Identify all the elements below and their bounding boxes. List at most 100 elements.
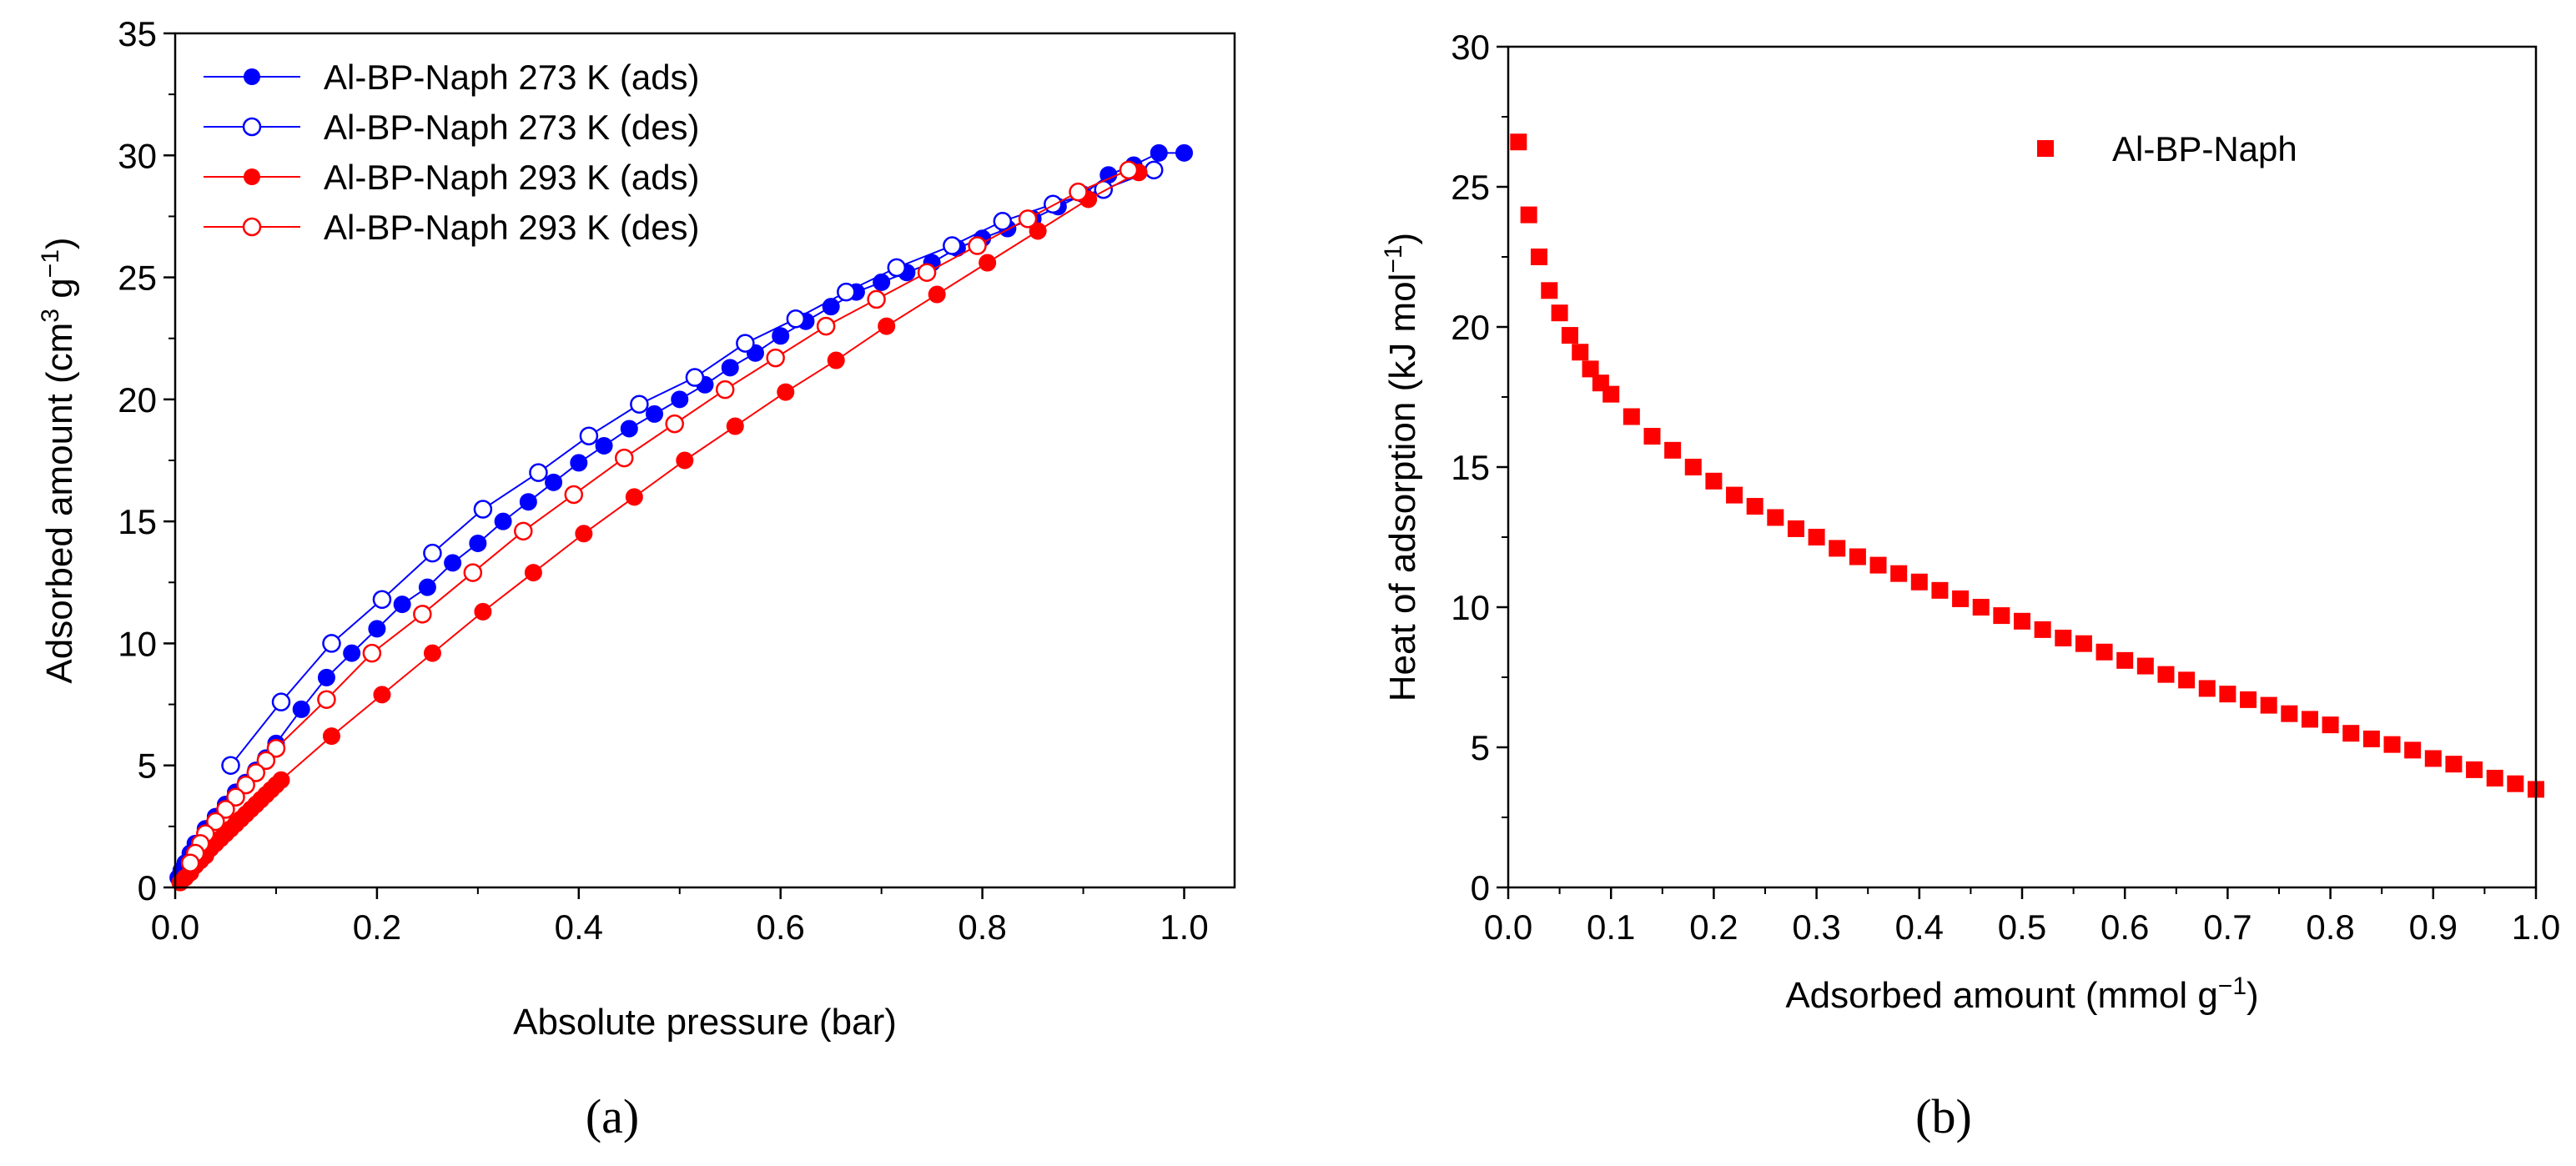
chart-a-point bbox=[463, 563, 483, 582]
chart-b-point bbox=[1643, 428, 1661, 445]
chart-a-xtick-label: 0.0 bbox=[151, 907, 199, 947]
chart-a-legend-item: Al-BP-Naph 293 K (des) bbox=[204, 208, 700, 247]
chart-a-point bbox=[343, 644, 361, 662]
chart-a-point bbox=[665, 414, 684, 434]
chart-b-point bbox=[1582, 360, 1599, 378]
chart-a-series-1 bbox=[221, 160, 1164, 775]
chart-a-point bbox=[322, 727, 340, 746]
chart-a-ticks: 0.0 0.2 0.4 0.6 0.8 1.0 0 5 10 15 20 25 30 35 bbox=[118, 14, 1208, 947]
chart-a-point bbox=[221, 756, 240, 775]
chart-a-point bbox=[1069, 182, 1088, 202]
chart-b-xtick-label: 0.0 bbox=[1484, 907, 1532, 947]
chart-a-point bbox=[226, 787, 245, 807]
chart-b-xtick-label: 1.0 bbox=[2512, 907, 2560, 947]
chart-a-ytick-label: 15 bbox=[118, 502, 157, 541]
chart-b-point bbox=[1684, 459, 1702, 475]
chart-a-point bbox=[494, 512, 512, 530]
chart-b-point bbox=[1705, 472, 1723, 490]
chart-a-point bbox=[721, 359, 739, 377]
chart-b-point bbox=[2198, 680, 2216, 697]
chart-a-legend-item: Al-BP-Naph 293 K (ads) bbox=[204, 158, 700, 197]
chart-b-point bbox=[1726, 486, 1743, 504]
chart-a-point bbox=[979, 254, 997, 272]
chart-a-series-line bbox=[189, 168, 1130, 864]
chart-b-point bbox=[2034, 621, 2051, 638]
chart-a-point bbox=[473, 500, 493, 519]
chart-a-point bbox=[837, 282, 856, 302]
chart-a-point bbox=[772, 327, 790, 345]
chart-a-xtick-label: 1.0 bbox=[1160, 907, 1208, 947]
chart-a-point bbox=[545, 473, 563, 491]
chart-a-point bbox=[272, 771, 290, 789]
chart-a-point bbox=[292, 700, 310, 718]
chart-a-point bbox=[373, 686, 391, 704]
chart-b-point bbox=[1910, 573, 1928, 591]
chart-b-legend-marker bbox=[2037, 140, 2054, 157]
chart-b-xtick-label: 0.3 bbox=[1792, 907, 1840, 947]
chart-b-point bbox=[2322, 716, 2339, 734]
chart-a-data bbox=[169, 143, 1194, 892]
chart-b-point bbox=[2486, 769, 2503, 787]
chart-a-legend-marker bbox=[242, 217, 262, 237]
chart-b-legend: Al-BP-Naph bbox=[2037, 129, 2297, 168]
chart-a-point bbox=[777, 383, 795, 401]
chart-b-point bbox=[2116, 651, 2134, 669]
chart-a-series-line bbox=[177, 152, 1185, 878]
chart-a-point bbox=[362, 643, 382, 663]
chart-a-series-line bbox=[229, 168, 1155, 766]
chart-a-point bbox=[766, 348, 785, 368]
chart-a-ytick-label: 0 bbox=[138, 868, 157, 907]
chart-b-point bbox=[2178, 671, 2196, 689]
chart-b-xtick-label: 0.7 bbox=[2203, 907, 2251, 947]
chart-b-xtick-label: 0.1 bbox=[1587, 907, 1635, 947]
chart-b-point bbox=[1849, 548, 1866, 565]
chart-a-point bbox=[1029, 222, 1047, 240]
chart-a-point bbox=[444, 554, 462, 572]
chart-b-point bbox=[1510, 133, 1527, 151]
chart-b-point bbox=[2055, 629, 2072, 646]
chart-b-legend-label: Al-BP-Naph bbox=[2112, 129, 2297, 168]
chart-a-point bbox=[676, 451, 694, 470]
chart-a-point bbox=[685, 368, 705, 387]
chart-a-ylabel: Adsorbed amount (cm3 g−1) bbox=[37, 237, 80, 683]
chart-a-legend-item: Al-BP-Naph 273 K (ads) bbox=[204, 58, 700, 97]
chart-b-point bbox=[2445, 756, 2463, 773]
chart-a-xtick-label: 0.8 bbox=[958, 907, 1006, 947]
chart-b-xtick-label: 0.2 bbox=[1689, 907, 1738, 947]
chart-a-point bbox=[1119, 160, 1139, 180]
chart-b-point bbox=[2466, 761, 2483, 778]
chart-b-point bbox=[1787, 520, 1804, 537]
chart-a-point bbox=[271, 692, 291, 711]
chart-b-point bbox=[1829, 540, 1846, 557]
chart-a-xtick-label: 0.2 bbox=[353, 907, 401, 947]
chart-b-ticks: 0.0 0.1 0.2 0.3 0.4 0.5 0.6 0.7 0.8 0.9 1.0 0 5 10 15 2… bbox=[1451, 28, 2560, 947]
chart-b-ytick-label: 30 bbox=[1451, 28, 1490, 67]
chart-b-legend-item: Al-BP-Naph bbox=[2037, 129, 2297, 168]
chart-b-point bbox=[2404, 741, 2422, 759]
chart-a-series-2 bbox=[171, 163, 1148, 892]
chart-a-point bbox=[867, 289, 886, 309]
chart-b-data bbox=[1510, 133, 2544, 798]
chart-b-point bbox=[1746, 498, 1763, 515]
chart-a: 0.0 0.2 0.4 0.6 0.8 1.0 0 5 10 15 20 25 30 35 Al-BP-N… bbox=[37, 14, 1236, 1143]
chart-b-point bbox=[2096, 643, 2113, 661]
chart-a-point bbox=[1144, 160, 1164, 180]
chart-b-point bbox=[2075, 635, 2092, 652]
chart-b-ytick-label: 0 bbox=[1471, 868, 1490, 907]
chart-a-xlabel: Absolute pressure (bar) bbox=[513, 1002, 897, 1043]
chart-a-point bbox=[827, 351, 845, 369]
chart-b-point bbox=[1664, 441, 1682, 459]
chart-a-point bbox=[474, 602, 492, 621]
chart-a-legend-marker bbox=[242, 117, 262, 137]
panel-label-a: (a) bbox=[586, 1089, 639, 1143]
chart-a-point bbox=[993, 212, 1013, 231]
chart-a-point bbox=[1018, 209, 1038, 229]
chart-a-point bbox=[529, 463, 548, 482]
chart-b-ylabel: Heat of adsorption (kJ mol−1) bbox=[1380, 233, 1423, 701]
chart-a-point bbox=[736, 334, 755, 353]
chart-a-point bbox=[519, 493, 537, 511]
chart-a-point bbox=[715, 379, 735, 400]
chart-b-point bbox=[2014, 612, 2030, 630]
chart-a-point bbox=[614, 448, 634, 468]
chart-a-point bbox=[206, 812, 225, 832]
